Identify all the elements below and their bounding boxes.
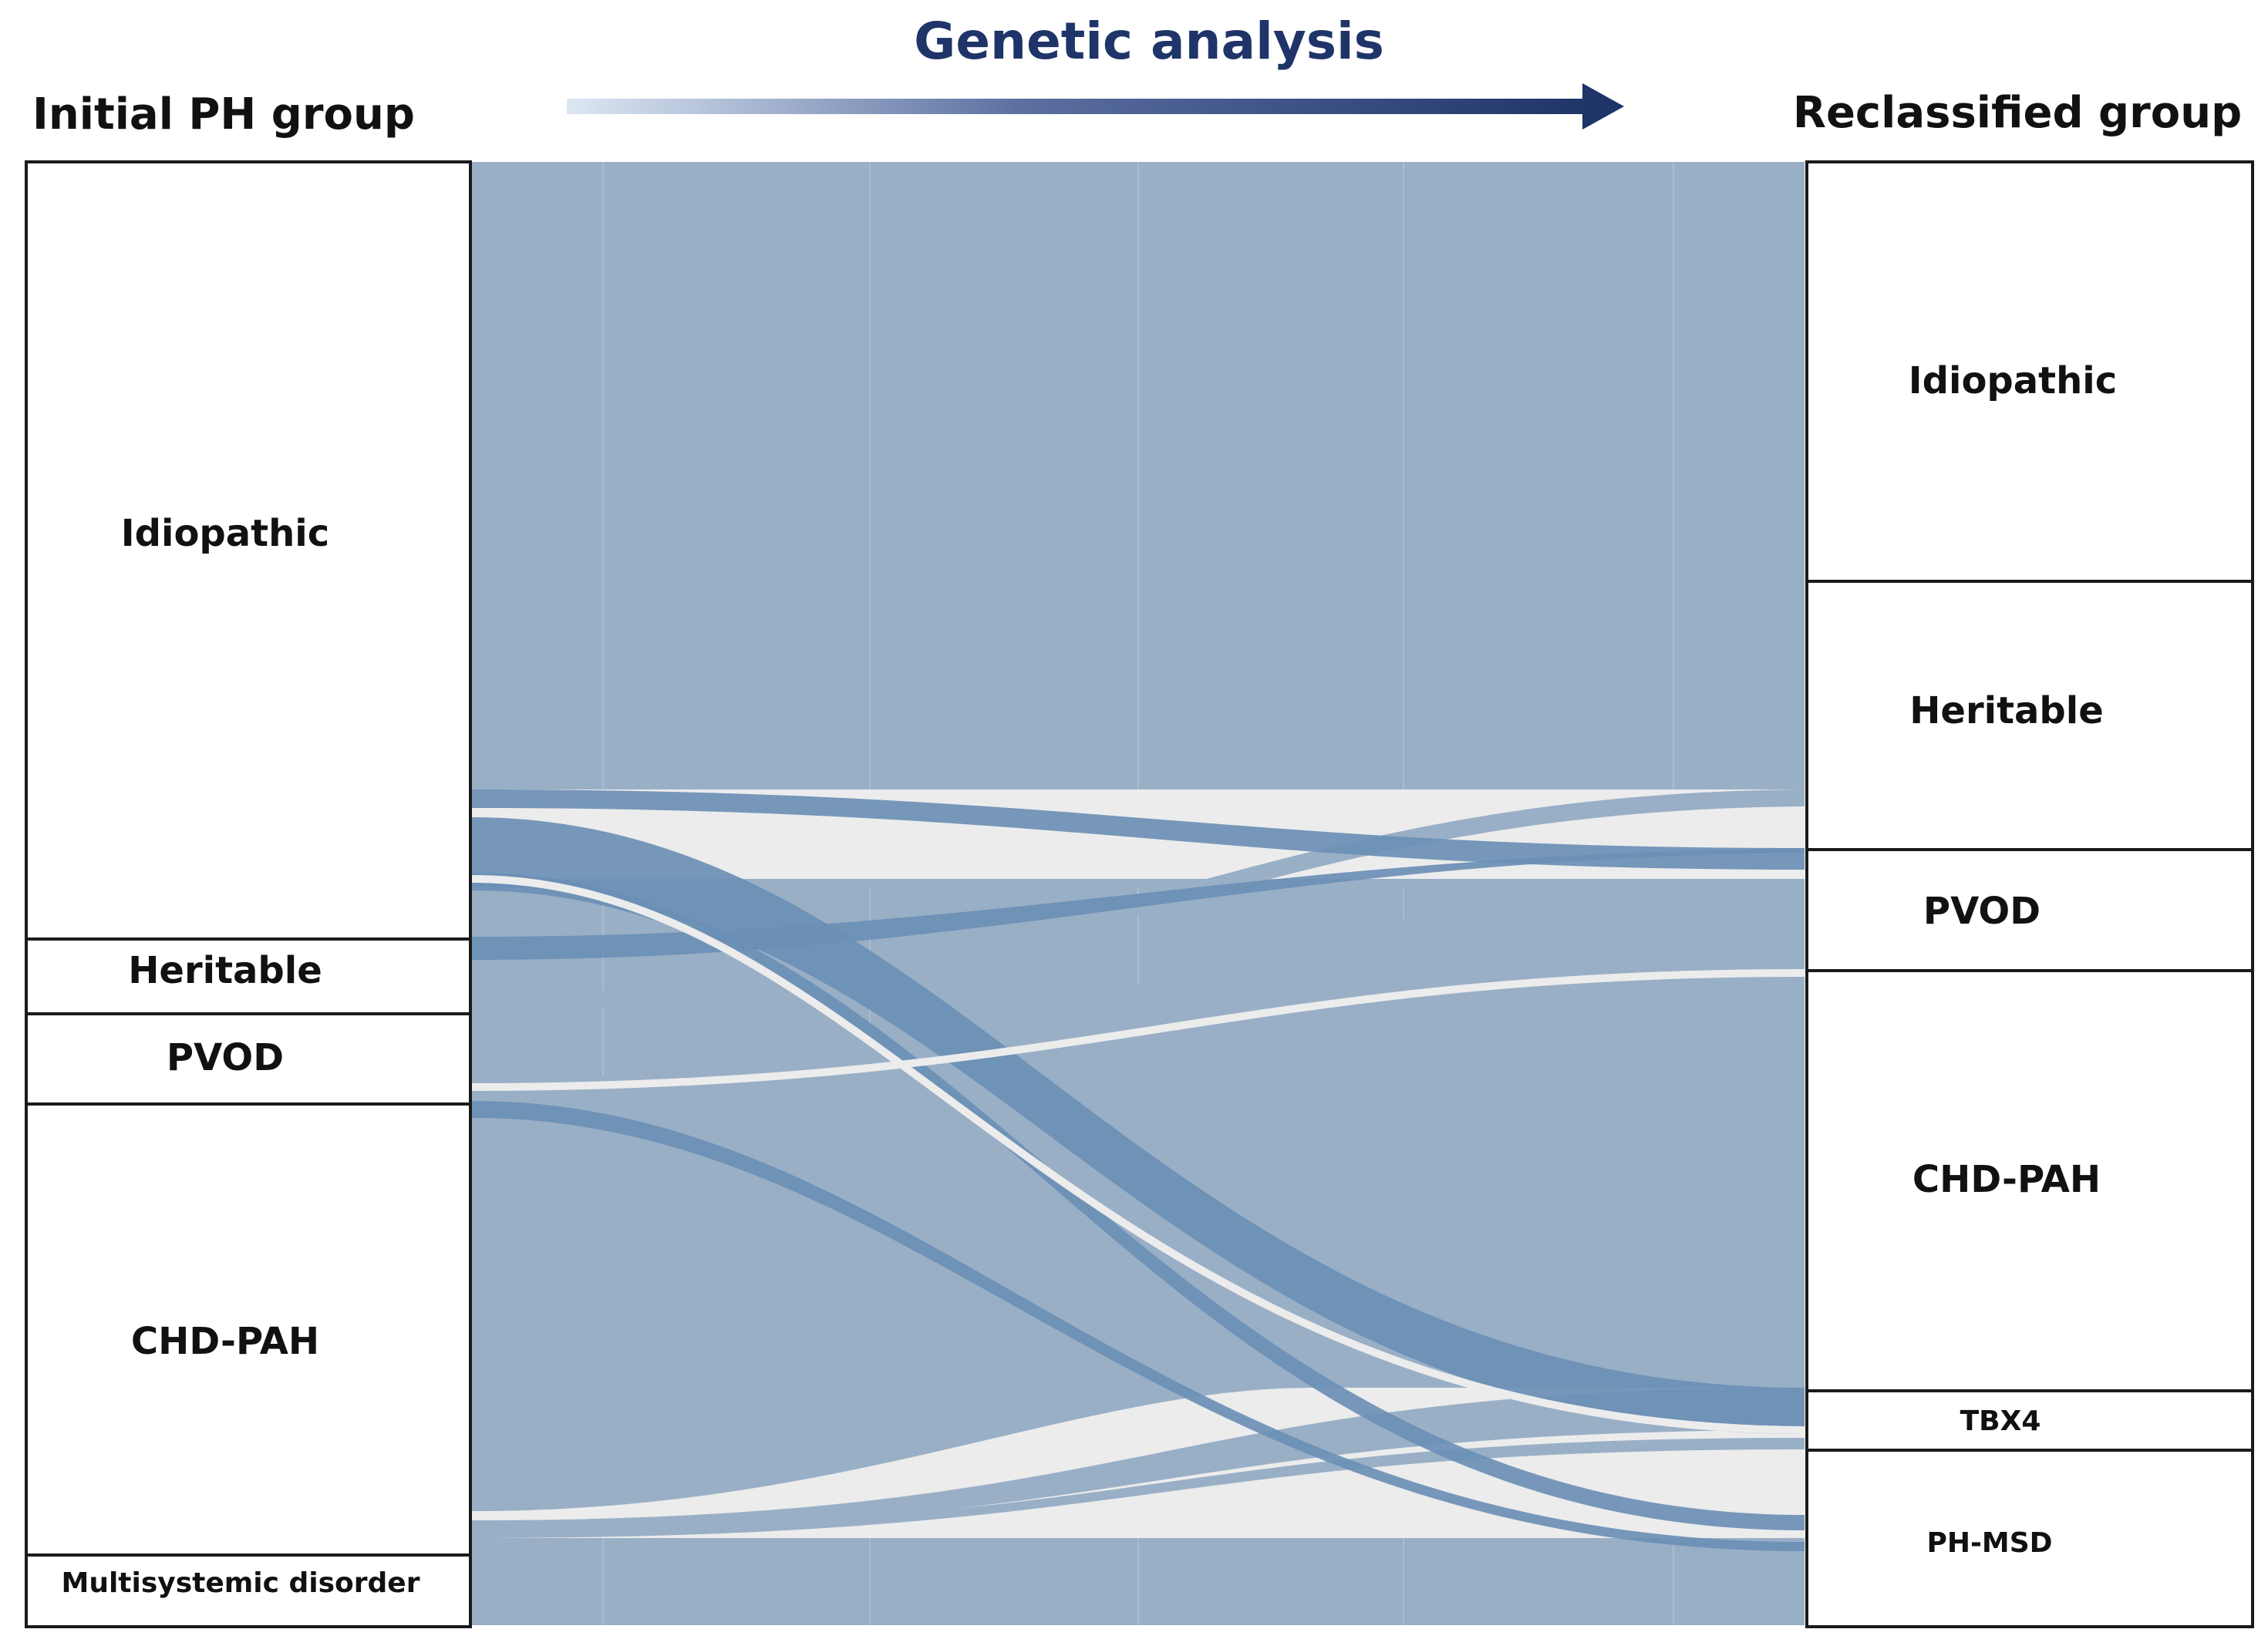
flow-idiopathic-to-tbx4 — [472, 817, 1805, 1434]
reclassified-label-tbx4: TBX4 — [1960, 1405, 2041, 1437]
center-title: Genetic analysis — [914, 12, 1384, 71]
right-column-title: Reclassified group — [1793, 88, 2242, 138]
reclassified-label-ph-msd: PH-MSD — [1926, 1527, 2052, 1559]
right-arrow-icon — [567, 83, 1624, 130]
flow-chd-to-phmsd — [472, 1438, 1805, 1538]
flow-idiopathic-lower — [472, 879, 1805, 887]
flow-pvod-to-pvod — [472, 879, 1805, 1087]
reclassified-node-chd-pah[interactable] — [1805, 969, 2254, 1392]
initial-node-idiopathic[interactable] — [25, 160, 472, 941]
reclassified-node-heritable[interactable] — [1805, 580, 2254, 851]
initial-node-multisystemic[interactable] — [25, 1553, 472, 1628]
initial-node-chd-pah[interactable] — [25, 1102, 472, 1557]
reclassified-node-idiopathic[interactable] — [1805, 160, 2254, 583]
left-column-title: Initial PH group — [32, 89, 415, 140]
reclassified-groups: Idiopathic Heritable PVOD CHD-PAH TBX4 P… — [1805, 160, 2254, 1628]
flow-heritable-highlight — [472, 848, 1805, 960]
reclassified-label-chd-pah: CHD-PAH — [1912, 1158, 2101, 1201]
highlight-flows — [472, 789, 1805, 1551]
initial-label-idiopathic: Idiopathic — [121, 512, 329, 555]
initial-node-heritable[interactable] — [25, 937, 472, 1015]
initial-label-chd-pah: CHD-PAH — [131, 1320, 319, 1363]
flow-chd-to-tbx4 — [472, 1388, 1805, 1533]
initial-label-pvod: PVOD — [167, 1036, 284, 1079]
reclassified-label-pvod: PVOD — [1923, 890, 2041, 933]
initial-label-heritable: Heritable — [128, 949, 322, 992]
reclassified-label-idiopathic: Idiopathic — [1909, 359, 2117, 402]
reclassified-label-heritable: Heritable — [1909, 689, 2104, 732]
reclassified-node-ph-msd[interactable] — [1805, 1449, 2254, 1628]
initial-groups: Idiopathic Heritable PVOD CHD-PAH Multis… — [25, 160, 472, 1628]
flow-separators — [471, 875, 1805, 1434]
initial-node-pvod[interactable] — [25, 1012, 472, 1106]
flow-idiopathic-to-pvod — [472, 789, 1805, 870]
initial-label-multisystemic: Multisystemic disorder — [62, 1567, 420, 1599]
reclassified-node-pvod[interactable] — [1805, 848, 2254, 972]
